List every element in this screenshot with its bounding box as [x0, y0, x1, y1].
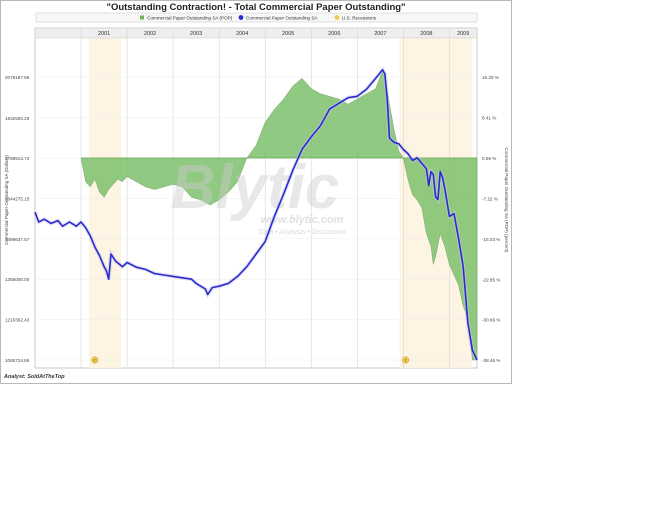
chart-canvas: Commercial Paper Outstanding SA (POP) Com… [4, 12, 509, 369]
watermark-url: www.blytic.com [261, 214, 344, 226]
right-tick-label: -15.03 % [482, 237, 500, 242]
legend-label: Commercial Paper Outstanding SA (POP) [147, 16, 233, 21]
left-tick-label: 1932550.29 [5, 116, 30, 121]
year-label: 2005 [282, 31, 294, 37]
legend-swatch [238, 15, 244, 20]
right-tick-label: 0.59 % [482, 156, 496, 161]
recession-marker [91, 356, 99, 364]
analyst-annotation: Analyst: SoldAtTheTop [4, 374, 65, 380]
legend-swatch [140, 15, 144, 20]
year-strip [34, 27, 478, 39]
level-series-line [34, 69, 478, 361]
legend-swatch [334, 15, 340, 20]
left-tick-label: 1644275.15 [5, 196, 30, 201]
left-tick-label: 1788913.72 [5, 156, 30, 161]
year-label: 2007 [374, 31, 386, 37]
year-label: 2002 [144, 31, 156, 37]
right-tick-label: -22.85 % [482, 277, 500, 282]
year-label: 2006 [328, 31, 340, 37]
year-label: 2008 [420, 31, 432, 37]
left-tick-label: 1210362.43 [5, 318, 30, 323]
legend-label: Commercial Paper Outstanding SA [246, 16, 318, 21]
watermark-tagline: Data • Analysis • Discussion [258, 229, 345, 236]
recession-marker-label: r [94, 358, 96, 363]
recession-marker-label: r [405, 358, 407, 363]
legend-box [35, 12, 478, 23]
left-tick-label: 2079187.86 [5, 75, 30, 80]
pop-area-series [80, 69, 478, 361]
right-tick-label: -7.22 % [482, 196, 498, 201]
right-tick-label: -30.66 % [482, 318, 500, 323]
year-label: 2003 [190, 31, 202, 37]
right-tick-label: -38.46 % [482, 358, 500, 363]
left-axis-title: Commercial Paper Outstanding SA (Dollars… [4, 155, 9, 245]
recession-band [88, 28, 122, 368]
right-axis-title: Commercial Paper Outstanding SA (POP) (p… [504, 148, 509, 253]
year-label: 2009 [457, 31, 469, 37]
right-tick-label: 8.41 % [482, 116, 496, 121]
right-tick-label: 16.25 % [482, 75, 499, 80]
watermark-brand: Blytic [171, 153, 340, 222]
left-tick-label: 1065724.86 [5, 358, 30, 363]
legend-label: U.S. Recessions [342, 16, 377, 21]
year-label: 2001 [98, 31, 110, 37]
recession-marker [402, 356, 410, 364]
left-tick-label: 1355000.00 [5, 277, 30, 282]
year-label: 2004 [236, 31, 248, 37]
left-tick-label: 1499637.57 [5, 237, 30, 242]
chart-title: "Outstanding Contraction! - Total Commer… [106, 2, 406, 13]
